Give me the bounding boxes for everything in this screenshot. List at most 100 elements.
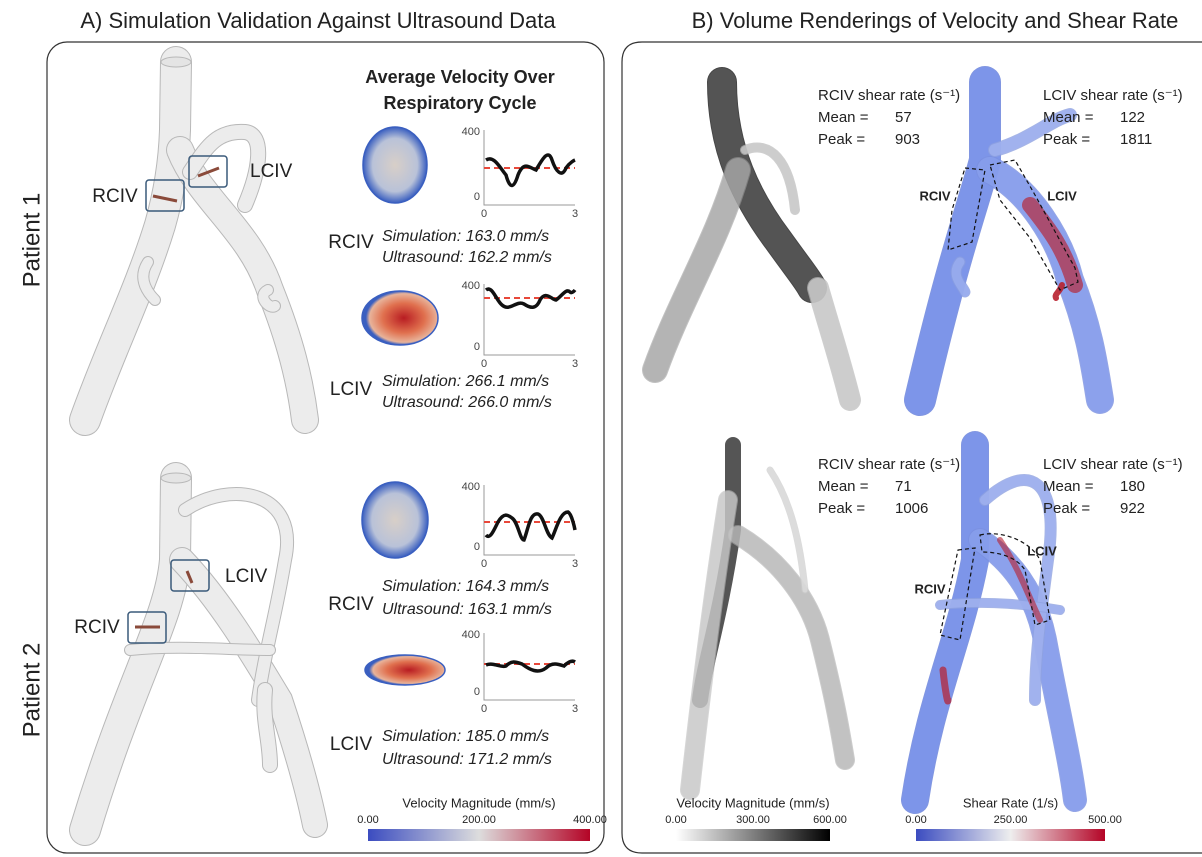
y-tick-label: 0 (474, 541, 480, 553)
x-tick-label: 0 (481, 208, 487, 220)
colorbar-title: Velocity Magnitude (mm/s) (402, 795, 555, 810)
vessel (130, 648, 270, 650)
patient-label: Patient 1 (18, 193, 45, 288)
anatomy-label: LCIV (250, 161, 293, 182)
stat-header: RCIV shear rate (s⁻¹) (818, 87, 960, 104)
vessel-cap (161, 473, 191, 483)
vessel (915, 445, 975, 800)
stat-label: Mean = (818, 109, 869, 126)
y-tick-label: 400 (462, 629, 480, 641)
x-tick-label: 3 (572, 358, 578, 370)
colorbar-tick: 0.00 (357, 814, 378, 826)
cross-section (365, 655, 445, 685)
anatomy-label: RCIV (74, 617, 120, 638)
colorbar (916, 829, 1105, 841)
ultrasound-value: Ultrasound: 163.1 mm/s (382, 601, 552, 618)
stat-label: Mean = (1043, 478, 1094, 495)
vessel-name: RCIV (328, 594, 374, 615)
vessel-cap (161, 57, 191, 67)
colorbar-title: Shear Rate (1/s) (963, 795, 1058, 810)
colorbar-tick: 500.00 (1088, 814, 1122, 826)
stat-value: 180 (1120, 478, 1145, 495)
page: Figure html, body { margin: 0; padding: … (0, 0, 1202, 857)
stat-label: Peak = (1043, 500, 1090, 517)
panel-b-title: B) Volume Renderings of Velocity and She… (692, 8, 1179, 33)
stat-label: Peak = (818, 131, 865, 148)
y-tick-label: 0 (474, 686, 480, 698)
stat-value: 122 (1120, 109, 1145, 126)
vessel-name: LCIV (330, 379, 373, 400)
simulation-value: Simulation: 185.0 mm/s (382, 728, 549, 745)
heading-line: Average Velocity Over (365, 67, 554, 87)
colorbar (676, 829, 830, 841)
stat-label: Mean = (818, 478, 869, 495)
stat-value: 71 (895, 478, 912, 495)
x-tick-label: 0 (481, 558, 487, 570)
simulation-value: Simulation: 266.1 mm/s (382, 373, 549, 390)
stat-label: Peak = (1043, 131, 1090, 148)
y-tick-label: 400 (462, 280, 480, 292)
ultrasound-value: Ultrasound: 171.2 mm/s (382, 751, 552, 768)
x-tick-label: 3 (572, 208, 578, 220)
stat-value: 1811 (1120, 131, 1152, 148)
y-tick-label: 400 (462, 481, 480, 493)
stat-header: LCIV shear rate (s⁻¹) (1043, 456, 1183, 473)
heading-line: Respiratory Cycle (383, 93, 536, 113)
vessel (920, 82, 985, 400)
vessel (980, 540, 1075, 800)
colorbar (368, 829, 590, 841)
y-tick-label: 0 (474, 191, 480, 203)
velocity-trace (486, 155, 575, 186)
anatomy-label: LCIV (225, 566, 268, 587)
stat-value: 903 (895, 131, 920, 148)
vessel (264, 690, 270, 765)
region-label: RCIV (914, 581, 945, 596)
ultrasound-value: Ultrasound: 266.0 mm/s (382, 394, 552, 411)
stat-value: 922 (1120, 500, 1145, 517)
region-label: LCIV (1047, 188, 1077, 203)
region-label: LCIV (1027, 543, 1057, 558)
x-tick-label: 3 (572, 703, 578, 715)
stat-value: 57 (895, 109, 912, 126)
velocity-trace (486, 661, 575, 671)
y-tick-label: 400 (462, 126, 480, 138)
patient-label: Patient 2 (18, 643, 45, 738)
vessel-name: RCIV (328, 232, 374, 253)
stat-label: Mean = (1043, 109, 1094, 126)
page-body: { "panel_a": { "title": "A) Simulation V… (0, 0, 1202, 857)
colorbar-tick: 250.00 (994, 814, 1028, 826)
region-label: RCIV (919, 188, 950, 203)
colorbar-tick: 600.00 (813, 814, 847, 826)
colorbar-title: Velocity Magnitude (mm/s) (676, 795, 829, 810)
colorbar-tick: 400.00 (573, 814, 607, 826)
anatomy-label: RCIV (92, 186, 138, 207)
vessel (655, 170, 738, 370)
x-tick-label: 3 (572, 558, 578, 570)
stat-header: RCIV shear rate (s⁻¹) (818, 456, 960, 473)
colorbar-tick: 0.00 (665, 814, 686, 826)
colorbar-tick: 300.00 (736, 814, 770, 826)
panel-b-frame (622, 42, 1202, 853)
simulation-value: Simulation: 163.0 mm/s (382, 228, 549, 245)
stat-header: LCIV shear rate (s⁻¹) (1043, 87, 1183, 104)
panel-a-title: A) Simulation Validation Against Ultraso… (80, 8, 556, 33)
y-tick-label: 0 (474, 341, 480, 353)
vessel-name: LCIV (330, 734, 373, 755)
cross-section (362, 482, 428, 558)
ultrasound-value: Ultrasound: 162.2 mm/s (382, 249, 552, 266)
colorbar-tick: 200.00 (462, 814, 496, 826)
stat-label: Peak = (818, 500, 865, 517)
simulation-value: Simulation: 164.3 mm/s (382, 578, 549, 595)
stat-value: 1006 (895, 500, 928, 517)
cross-section (362, 291, 438, 345)
cross-section (363, 127, 427, 203)
drawing-layer: RCIVLCIVRCIVLCIV400003RCIVSimulation: 16… (74, 57, 1182, 841)
x-tick-label: 0 (481, 703, 487, 715)
vessel (182, 560, 315, 825)
velocity-trace (486, 512, 575, 540)
vessel (990, 170, 1100, 400)
colorbar-tick: 0.00 (905, 814, 926, 826)
vessel (85, 62, 176, 420)
figure: A) Simulation Validation Against Ultraso… (0, 0, 1202, 857)
vessel (690, 500, 728, 790)
